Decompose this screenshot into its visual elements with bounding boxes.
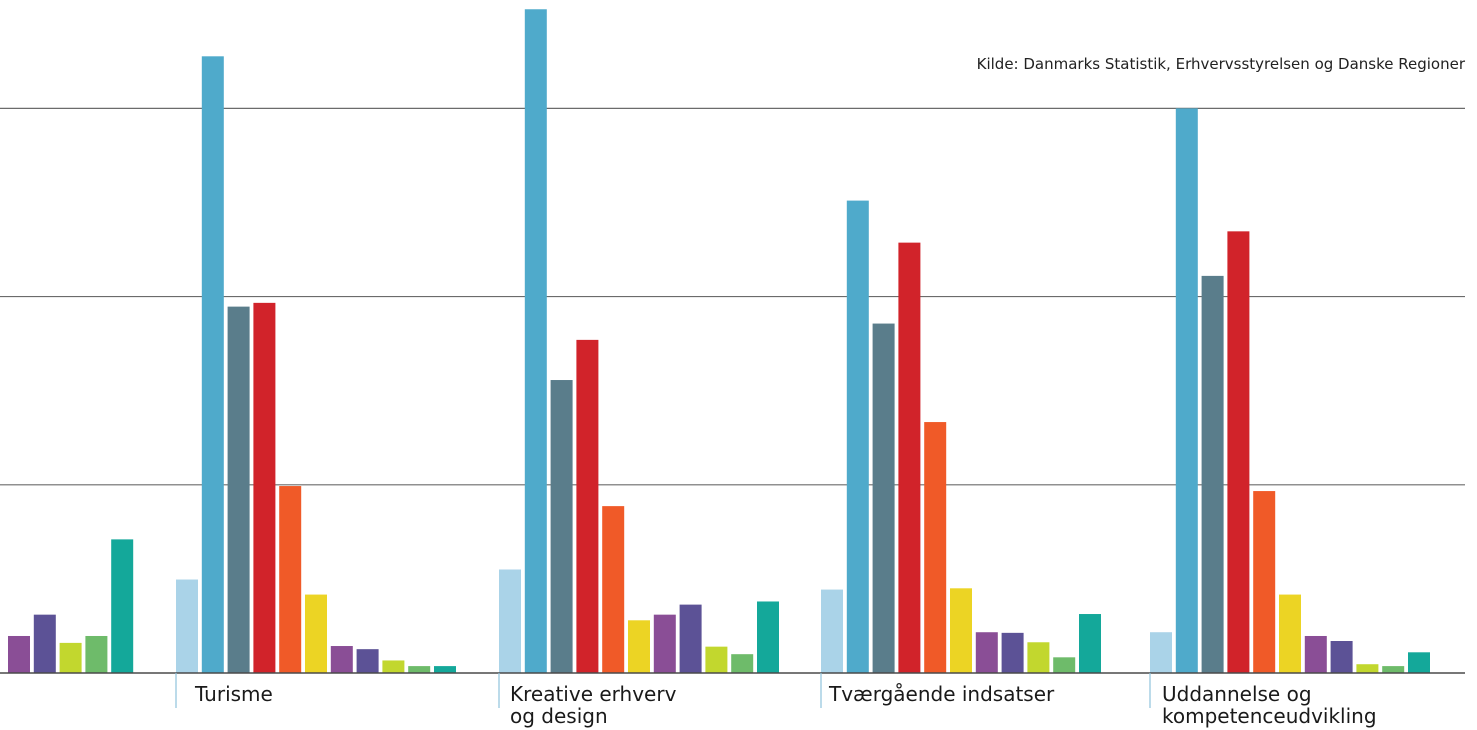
- bar-c2-s2: [550, 380, 573, 673]
- bar-c4-s4: [1253, 491, 1276, 673]
- bar-c4-s5: [1279, 594, 1301, 673]
- bar-c4-s9: [1382, 666, 1405, 673]
- bars: [8, 9, 1430, 674]
- category-label-3-line-0: Tværgående indsatser: [828, 682, 1055, 706]
- bar-c1-s5: [305, 594, 327, 673]
- bar-c2-s5: [628, 620, 650, 673]
- bar-c1-s4: [279, 486, 302, 673]
- bar-c4-s10: [1408, 652, 1430, 673]
- bar-c3-s0: [821, 589, 843, 673]
- source-note: Kilde: Danmarks Statistik, Erhvervsstyre…: [977, 55, 1466, 73]
- bar-c4-s0: [1150, 632, 1172, 673]
- bar-c0-s7: [33, 614, 56, 673]
- bar-c1-s3: [253, 302, 276, 673]
- bar-c3-s2: [872, 323, 895, 673]
- category-label-4-line-1: kompetenceudvikling: [1162, 704, 1377, 728]
- bar-c2-s8: [705, 646, 728, 673]
- category-label-3: Tværgående indsatser: [828, 682, 1055, 706]
- bar-c1-s8: [382, 660, 405, 673]
- bar-c1-s7: [356, 649, 379, 673]
- bar-c4-s7: [1330, 641, 1353, 673]
- category-labels: Turisme Kreative erhverv og design Tværgåen…: [194, 682, 1377, 728]
- bar-c4-s8: [1356, 664, 1379, 673]
- category-label-2: Kreative erhverv og design: [510, 682, 677, 728]
- bar-c1-s9: [408, 666, 431, 673]
- bar-c0-s9: [85, 635, 108, 673]
- bar-c2-s0: [499, 569, 521, 673]
- bar-c3-s3: [898, 242, 921, 673]
- bar-c2-s9: [731, 654, 754, 673]
- bar-c0-s10: [111, 539, 134, 673]
- bar-c3-s9: [1053, 657, 1076, 673]
- bar-c3-s4: [924, 422, 947, 673]
- bar-c2-s6: [653, 614, 676, 673]
- category-label-4: Uddannelse og kompetenceudvikling: [1162, 682, 1377, 728]
- category-label-1-line-0: Turisme: [194, 682, 273, 706]
- category-label-2-line-1: og design: [510, 704, 608, 728]
- x-axis: [0, 672, 1465, 708]
- bar-c0-s8: [59, 642, 82, 673]
- bar-c4-s2: [1201, 275, 1224, 673]
- bar-c1-s2: [227, 306, 250, 673]
- bar-c3-s5: [950, 588, 972, 673]
- bar-c3-s1: [846, 200, 869, 673]
- bar-c1-s10: [434, 666, 456, 673]
- bar-c0-s6: [8, 635, 30, 673]
- bar-c4-s6: [1304, 635, 1327, 673]
- category-label-4-line-0: Uddannelse og: [1162, 682, 1312, 706]
- bar-c4-s1: [1175, 108, 1198, 673]
- bar-c2-s4: [602, 506, 625, 673]
- bar-c2-s10: [757, 601, 779, 673]
- bar-c3-s7: [1001, 632, 1024, 673]
- bar-c1-s0: [176, 579, 198, 673]
- bar-c3-s10: [1079, 614, 1101, 673]
- bar-c4-s3: [1227, 231, 1250, 673]
- bar-c3-s6: [975, 632, 998, 673]
- bar-c2-s1: [524, 9, 547, 674]
- category-label-2-line-0: Kreative erhverv: [510, 682, 677, 706]
- category-label-1: Turisme: [194, 682, 273, 706]
- bar-c3-s8: [1027, 642, 1050, 673]
- bar-c2-s7: [679, 604, 702, 673]
- bar-c2-s3: [576, 339, 599, 673]
- bar-c1-s1: [201, 56, 224, 674]
- bar-c1-s6: [330, 646, 353, 673]
